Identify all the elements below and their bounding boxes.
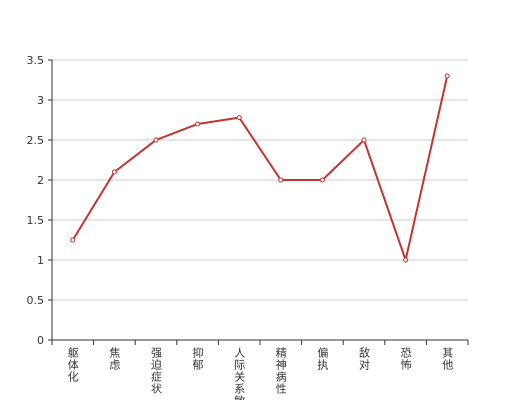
y-tick-label: 2 bbox=[37, 174, 44, 187]
x-tick-label: 恐怖 bbox=[399, 347, 412, 371]
x-tick-label: 躯体化 bbox=[66, 347, 79, 383]
y-tick-label: 2.5 bbox=[27, 134, 45, 147]
line bbox=[71, 75, 449, 264]
point bbox=[111, 169, 117, 175]
point bbox=[70, 237, 76, 243]
y-tick-label: 0 bbox=[37, 334, 44, 347]
x-tick-label: 其他 bbox=[441, 347, 454, 371]
point bbox=[361, 137, 367, 143]
point bbox=[153, 137, 159, 143]
point bbox=[195, 121, 201, 127]
x-tick-label: 精神病性 bbox=[274, 347, 287, 395]
y-tick-label: 3.5 bbox=[27, 54, 45, 67]
y-tick-label: 1.5 bbox=[27, 214, 45, 227]
x-tick-label: 强迫症状 bbox=[150, 347, 163, 395]
point bbox=[403, 257, 409, 263]
y-tick-label: 0.5 bbox=[27, 294, 45, 307]
y-tick-label: 1 bbox=[37, 254, 44, 267]
y-tick-label: 3 bbox=[37, 94, 44, 107]
point bbox=[278, 177, 284, 183]
x-tick-label: 抑郁 bbox=[191, 346, 204, 371]
x-tick-label: 人际关系敏感 bbox=[233, 347, 246, 400]
point bbox=[236, 115, 242, 121]
x-tick-label: 敌对 bbox=[358, 346, 371, 371]
x-tick-label: 焦虑 bbox=[108, 347, 121, 371]
x-tick-label: 偏执 bbox=[316, 346, 329, 371]
point bbox=[319, 177, 325, 183]
point bbox=[444, 73, 450, 79]
